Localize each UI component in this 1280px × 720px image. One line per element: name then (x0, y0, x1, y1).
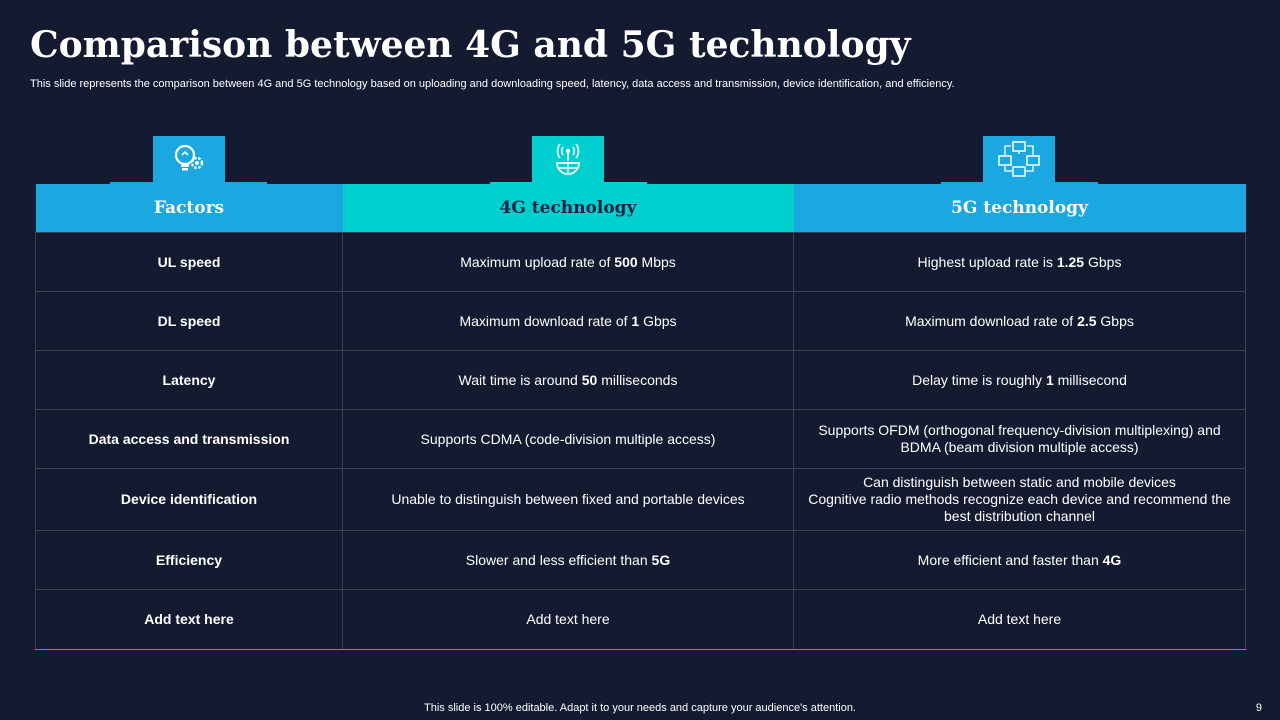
cell-text: millisecond (1053, 371, 1127, 388)
cell-text: Mbps (637, 253, 676, 270)
table-row: Add text here Add text here Add text here (35, 589, 1246, 650)
cell-text: Wait time is around (458, 371, 582, 388)
cell-text: Maximum download rate of (459, 312, 632, 329)
header-5g: 5G technology (793, 184, 1246, 233)
cell-5g: Highest upload rate is 1.25 Gbps (793, 232, 1246, 292)
cell-5g: Add text here (793, 589, 1246, 650)
table-row: UL speed Maximum upload rate of 500 Mbps H… (35, 232, 1246, 292)
cell-4g: Maximum download rate of 1 Gbps (342, 291, 794, 351)
factor-cell: Efficiency (35, 530, 343, 590)
comparison-table: Factors 4G technology 5G technology UL s… (35, 184, 1246, 650)
cell-4g: Add text here (342, 589, 794, 650)
cell-text: Gbps (639, 312, 677, 329)
table-row: DL speed Maximum download rate of 1 Gbps M… (35, 291, 1246, 351)
footer-note: This slide is 100% editable. Adapt it to… (424, 702, 856, 714)
cell-5g: Can distinguish between static and mobil… (793, 468, 1246, 531)
antenna-globe-icon (532, 136, 604, 184)
header-4g: 4G technology (342, 184, 794, 233)
cell-4g: Supports CDMA (code-division multiple ac… (342, 409, 794, 469)
cell-highlight: 1.25 (1056, 253, 1085, 270)
cell-text: Gbps (1096, 312, 1134, 329)
factor-cell: DL speed (35, 291, 343, 351)
cell-highlight: 500 (614, 253, 638, 270)
table-row: Latency Wait time is around 50 millisecon… (35, 350, 1246, 410)
cell-text: Slower and less efficient than (465, 551, 652, 568)
table-row: Data access and transmission Supports CDM… (35, 409, 1246, 469)
bulb-gear-icon (153, 136, 225, 184)
cell-line: Cognitive radio methods recognize each d… (808, 491, 1231, 524)
cell-4g: Slower and less efficient than 5G (342, 530, 794, 590)
cell-4g: Unable to distinguish between fixed and … (342, 468, 794, 531)
cell-highlight: 1 (1045, 371, 1054, 388)
cell-5g: Delay time is roughly 1 millisecond (793, 350, 1246, 410)
cell-highlight: 2.5 (1077, 312, 1097, 329)
cell-text: Gbps (1084, 253, 1122, 270)
cell-5g: Maximum download rate of 2.5 Gbps (793, 291, 1246, 351)
factor-cell: Add text here (35, 589, 343, 650)
factor-cell: Device identification (35, 468, 343, 531)
network-computers-icon (983, 136, 1055, 184)
factor-cell: Latency (35, 350, 343, 410)
table-row: Device identification Unable to distingui… (35, 468, 1246, 531)
cell-text: Maximum upload rate of (460, 253, 615, 270)
cell-text: Delay time is roughly (912, 371, 1046, 388)
table-row: Efficiency Slower and less efficient than… (35, 530, 1246, 590)
cell-5g: Supports OFDM (orthogonal frequency-divi… (793, 409, 1246, 469)
cell-highlight: 4G (1102, 551, 1122, 568)
cell-highlight: 1 (631, 312, 640, 329)
page-number: 9 (1255, 702, 1262, 714)
slide-subtitle: This slide represents the comparison bet… (30, 78, 955, 90)
header-factors: Factors (35, 184, 343, 233)
cell-highlight: 5G (651, 551, 671, 568)
factor-cell: UL speed (35, 232, 343, 292)
cell-line: Can distinguish between static and mobil… (863, 474, 1176, 490)
slide-title: Comparison between 4G and 5G technology (30, 24, 911, 66)
cell-4g: Wait time is around 50 milliseconds (342, 350, 794, 410)
cell-text: Maximum download rate of (905, 312, 1078, 329)
factor-cell: Data access and transmission (35, 409, 343, 469)
cell-text: Highest upload rate is (917, 253, 1057, 270)
cell-text: milliseconds (597, 371, 678, 388)
table-header-row: Factors 4G technology 5G technology (35, 184, 1246, 233)
cell-text: More efficient and faster than (917, 551, 1103, 568)
cell-5g: More efficient and faster than 4G (793, 530, 1246, 590)
cell-highlight: 50 (581, 371, 598, 388)
cell-4g: Maximum upload rate of 500 Mbps (342, 232, 794, 292)
